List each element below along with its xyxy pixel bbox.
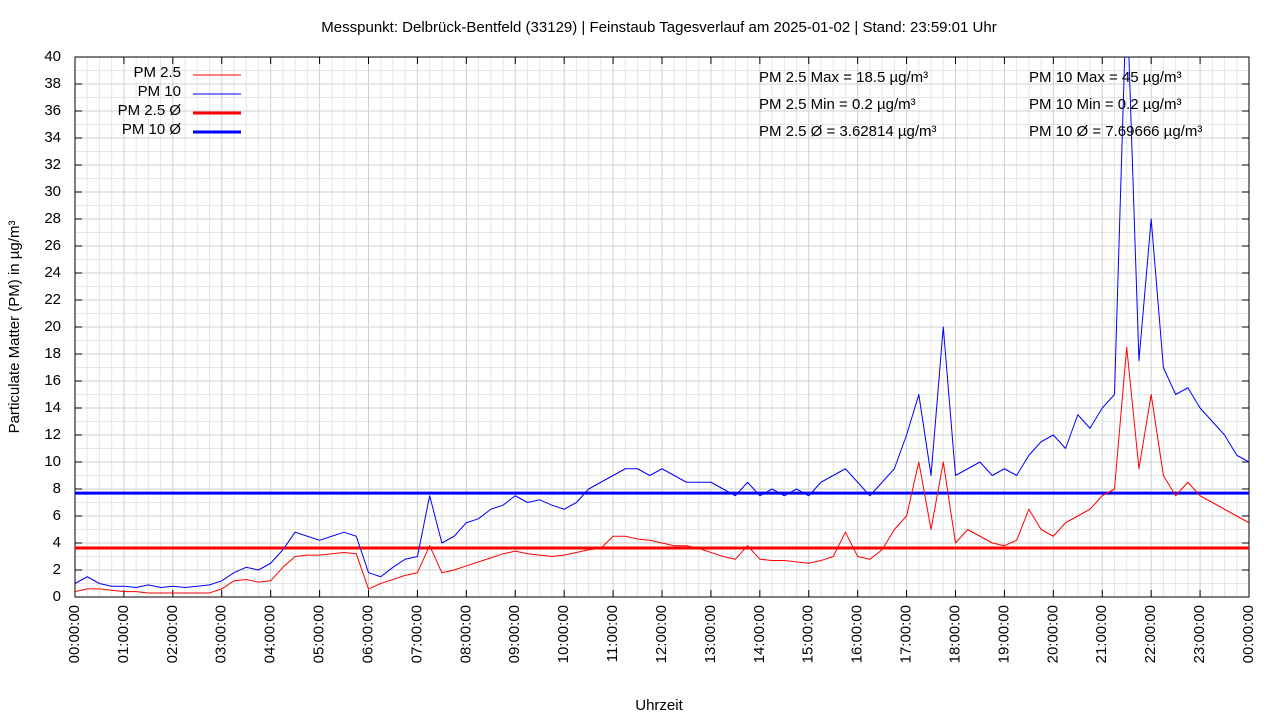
legend-label: PM 10 Ø bbox=[122, 121, 182, 138]
x-axis-label: Uhrzeit bbox=[635, 697, 683, 714]
plot-border bbox=[74, 56, 1250, 598]
y-tick-label: 14 bbox=[44, 399, 61, 416]
y-tick-label: 28 bbox=[44, 210, 61, 227]
x-tick-label: 12:00:00 bbox=[653, 605, 670, 663]
y-tick-label: 20 bbox=[44, 318, 61, 335]
annotation: PM 2.5 Min = 0.2 µg/m³ bbox=[759, 96, 916, 113]
x-tick-label: 01:00:00 bbox=[115, 605, 132, 663]
y-tick-label: 8 bbox=[53, 480, 61, 497]
x-tick-label: 17:00:00 bbox=[898, 605, 915, 663]
x-tick-label: 05:00:00 bbox=[311, 605, 328, 663]
y-tick-label: 18 bbox=[44, 345, 61, 362]
y-tick-label: 38 bbox=[44, 75, 61, 92]
y-tick-label: 24 bbox=[44, 264, 61, 281]
annotation: PM 10 Min = 0.2 µg/m³ bbox=[1029, 96, 1181, 113]
x-tick-label: 19:00:00 bbox=[995, 605, 1012, 663]
y-tick-label: 34 bbox=[44, 129, 61, 146]
x-tick-label: 15:00:00 bbox=[800, 605, 817, 663]
x-tick-label: 21:00:00 bbox=[1093, 605, 1110, 663]
y-tick-label: 6 bbox=[53, 507, 61, 524]
annotation: PM 10 Max = 45 µg/m³ bbox=[1029, 69, 1181, 86]
chart-title: Messpunkt: Delbrück-Bentfeld (33129) | F… bbox=[321, 19, 996, 36]
x-tick-label: 18:00:00 bbox=[946, 605, 963, 663]
y-axis-label: Particulate Matter (PM) in µg/m³ bbox=[6, 221, 23, 434]
x-tick-label: 07:00:00 bbox=[408, 605, 425, 663]
y-tick-label: 30 bbox=[44, 183, 61, 200]
y-tick-label: 0 bbox=[53, 588, 61, 605]
annotation: PM 10 Ø = 7.69666 µg/m³ bbox=[1029, 123, 1202, 140]
annotation: PM 2.5 Ø = 3.62814 µg/m³ bbox=[759, 123, 936, 140]
x-tick-label: 04:00:00 bbox=[262, 605, 279, 663]
x-tick-label: 22:00:00 bbox=[1142, 605, 1159, 663]
x-tick-label: 06:00:00 bbox=[359, 605, 376, 663]
legend-label: PM 10 bbox=[138, 83, 181, 100]
x-tick-label: 16:00:00 bbox=[849, 605, 866, 663]
plot-area bbox=[75, 57, 1249, 594]
y-tick-label: 40 bbox=[44, 48, 61, 65]
x-tick-label: 23:00:00 bbox=[1191, 605, 1208, 663]
annotation: PM 2.5 Max = 18.5 µg/m³ bbox=[759, 69, 928, 86]
legend-label: PM 2.5 Ø bbox=[118, 102, 182, 119]
x-tick-label: 13:00:00 bbox=[702, 605, 719, 663]
x-tick-label: 20:00:00 bbox=[1044, 605, 1061, 663]
y-tick-label: 22 bbox=[44, 291, 61, 308]
y-tick-label: 10 bbox=[44, 453, 61, 470]
y-tick-label: 2 bbox=[53, 561, 61, 578]
x-tick-label: 10:00:00 bbox=[555, 605, 572, 663]
series-line bbox=[75, 346, 1249, 594]
y-tick-label: 16 bbox=[44, 372, 61, 389]
x-tick-label: 08:00:00 bbox=[457, 605, 474, 663]
x-tick-label: 09:00:00 bbox=[506, 605, 523, 663]
legend-label: PM 2.5 bbox=[133, 64, 181, 81]
x-tick-label: 00:00:00 bbox=[1240, 605, 1257, 663]
series-line bbox=[75, 57, 1249, 589]
y-tick-label: 32 bbox=[44, 156, 61, 173]
y-tick-label: 4 bbox=[53, 534, 61, 551]
y-tick-label: 36 bbox=[44, 102, 61, 119]
x-tick-label: 14:00:00 bbox=[751, 605, 768, 663]
y-tick-label: 12 bbox=[44, 426, 61, 443]
y-tick-label: 26 bbox=[44, 237, 61, 254]
x-tick-label: 02:00:00 bbox=[164, 605, 181, 663]
x-tick-label: 03:00:00 bbox=[213, 605, 230, 663]
x-tick-label: 00:00:00 bbox=[66, 605, 83, 663]
x-tick-label: 11:00:00 bbox=[604, 605, 621, 662]
